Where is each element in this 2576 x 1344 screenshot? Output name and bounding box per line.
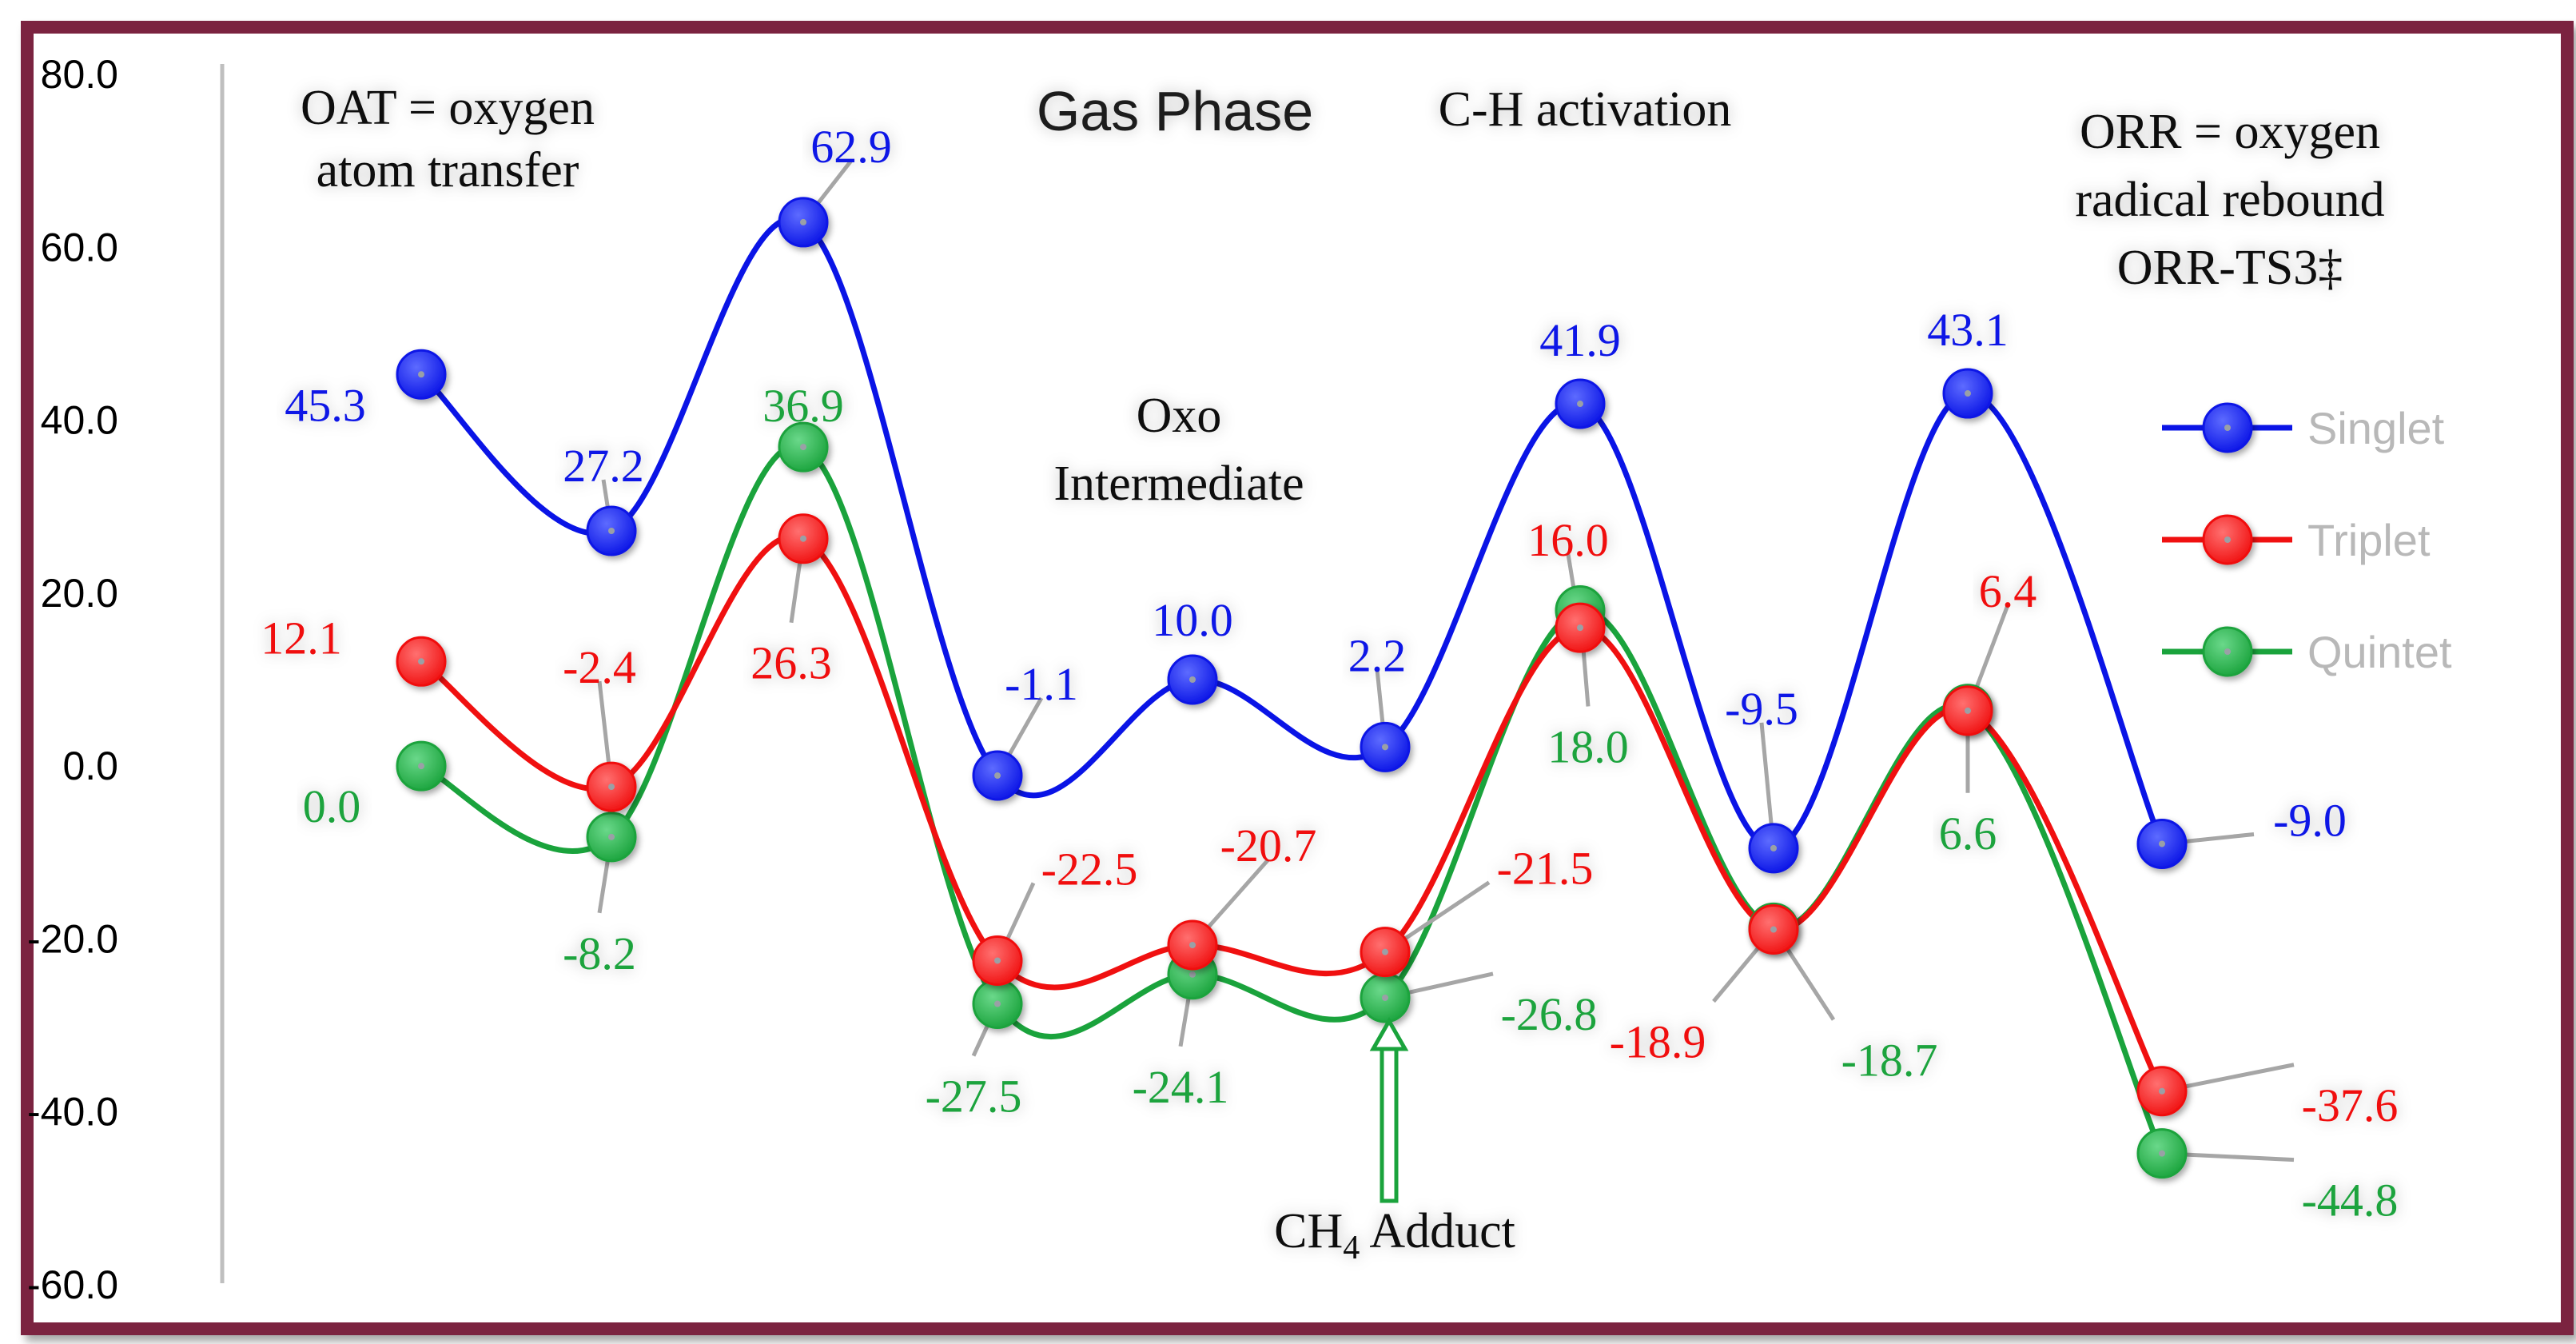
marker-singlet: [778, 197, 829, 248]
y-tick-label: 0.0: [62, 744, 118, 788]
annotation-oxo-line1: Oxo: [1137, 389, 1222, 443]
marker-quintet: [586, 812, 637, 863]
data-label-quintet: -26.8: [1501, 988, 1598, 1040]
legend-label-singlet: Singlet: [2307, 403, 2445, 453]
data-label-singlet: 45.3: [285, 379, 366, 431]
data-label-singlet: -9.5: [1725, 683, 1798, 735]
data-label-triplet: -21.5: [1497, 843, 1594, 895]
data-labels: 45.3 27.2 62.9 -1.1 10.0 2.2 41.9 -9.5 43.1 -9.0 1…: [261, 121, 2398, 1226]
series-line-quintet: [420, 442, 2165, 1155]
data-label-singlet: 41.9: [1539, 314, 1621, 366]
y-tick-label: 40.0: [41, 398, 118, 443]
data-label-quintet: 36.9: [762, 380, 844, 432]
marker-triplet: [586, 761, 637, 812]
data-label-triplet: -22.5: [1041, 843, 1138, 895]
marker-triplet: [1360, 927, 1411, 978]
data-label-triplet: -2.4: [563, 641, 636, 693]
marker-triplet: [1748, 904, 1799, 955]
data-label-triplet: -18.9: [1610, 1016, 1706, 1068]
annotation-oat-line1: OAT = oxygen: [301, 81, 595, 135]
legend-label-quintet: Quintet: [2307, 627, 2452, 677]
marker-triplet: [2136, 1066, 2188, 1117]
data-label-triplet: 12.1: [261, 612, 342, 664]
data-label-singlet: 10.0: [1152, 594, 1233, 646]
data-label-triplet: -37.6: [2302, 1079, 2399, 1131]
data-label-triplet: 6.4: [1979, 565, 2037, 617]
marker-quintet: [972, 979, 1023, 1030]
series-line-triplet: [420, 533, 2165, 1093]
annotation-orr-line1: ORR = oxygen: [2080, 105, 2380, 159]
adduct-arrow: [1369, 1016, 1409, 1203]
y-tick-label: -20.0: [27, 916, 118, 961]
marker-quintet: [396, 740, 447, 792]
annotation-ch4-adduct: CH4 Adduct: [1274, 1204, 1515, 1266]
leader-lines: [597, 159, 2295, 1163]
data-label-triplet: 16.0: [1527, 514, 1609, 566]
data-label-singlet: 27.2: [563, 440, 644, 492]
y-tick-label: 80.0: [41, 52, 118, 97]
annotation-oxo: Oxo Intermediate: [1053, 389, 1304, 511]
annotation-orr: ORR = oxygen radical rebound ORR-TS3‡: [2075, 105, 2384, 295]
marker-singlet: [1555, 378, 1606, 429]
data-label-singlet: 43.1: [1927, 304, 2009, 356]
marker-singlet: [2136, 818, 2188, 869]
marker-triplet: [1167, 919, 1218, 971]
y-tick-label: 20.0: [41, 571, 118, 616]
marker-quintet: [778, 421, 829, 473]
legend-item-quintet: Quintet: [2162, 626, 2452, 677]
y-tick-label: -60.0: [27, 1262, 118, 1307]
series-curves: [419, 216, 2165, 1155]
marker-quintet: [2136, 1128, 2188, 1179]
marker-triplet: [1555, 602, 1606, 653]
marker-singlet: [1360, 721, 1411, 772]
data-label-singlet: -1.1: [1005, 658, 1078, 710]
legend-label-triplet: Triplet: [2307, 515, 2431, 565]
legend: Singlet Triplet Quintet: [2162, 402, 2452, 677]
data-label-quintet: 18.0: [1547, 720, 1629, 772]
y-tick-label: 60.0: [41, 225, 118, 269]
data-label-singlet: 2.2: [1348, 629, 1407, 681]
data-label-quintet: -8.2: [563, 927, 636, 979]
marker-triplet: [396, 636, 447, 687]
annotation-oxo-line2: Intermediate: [1053, 457, 1304, 511]
annotation-oat-line2: atom transfer: [317, 143, 579, 197]
marker-singlet: [1748, 823, 1799, 874]
data-label-quintet: -24.1: [1133, 1061, 1229, 1113]
annotation-oat: OAT = oxygen atom transfer: [301, 81, 595, 197]
series-markers: [396, 197, 2188, 1179]
legend-item-triplet: Triplet: [2162, 514, 2431, 565]
data-label-singlet: -9.0: [2273, 794, 2347, 846]
marker-singlet: [396, 349, 447, 400]
marker-triplet: [778, 513, 829, 564]
marker-quintet: [1360, 972, 1411, 1023]
data-label-singlet: 62.9: [810, 121, 892, 173]
marker-singlet: [586, 505, 637, 556]
marker-triplet: [972, 935, 1023, 986]
data-label-triplet: -20.7: [1220, 820, 1317, 871]
marker-triplet: [1942, 685, 1993, 736]
marker-singlet: [1942, 368, 1993, 419]
annotation-orr-line2: radical rebound: [2075, 173, 2384, 227]
annotation-ch-activation: C-H activation: [1439, 82, 1732, 137]
data-label-quintet: -18.7: [1841, 1034, 1938, 1086]
y-axis-ticks: 80.0 60.0 40.0 20.0 0.0 -20.0 -40.0 -60.0: [27, 52, 118, 1307]
marker-singlet: [1167, 654, 1218, 705]
chart-frame: [21, 21, 2574, 1335]
y-tick-label: -40.0: [27, 1090, 118, 1135]
marker-singlet: [972, 750, 1023, 801]
annotation-orr-line3: ORR-TS3‡: [2117, 241, 2343, 295]
series-line-singlet: [419, 216, 2165, 851]
data-label-quintet: 6.6: [1939, 808, 1997, 859]
legend-item-singlet: Singlet: [2162, 402, 2445, 453]
data-label-quintet: -27.5: [926, 1071, 1022, 1123]
data-label-quintet: 0.0: [303, 780, 361, 832]
data-label-quintet: -44.8: [2302, 1175, 2399, 1226]
data-label-triplet: 26.3: [751, 637, 832, 689]
chart-title: Gas Phase: [1037, 80, 1313, 142]
